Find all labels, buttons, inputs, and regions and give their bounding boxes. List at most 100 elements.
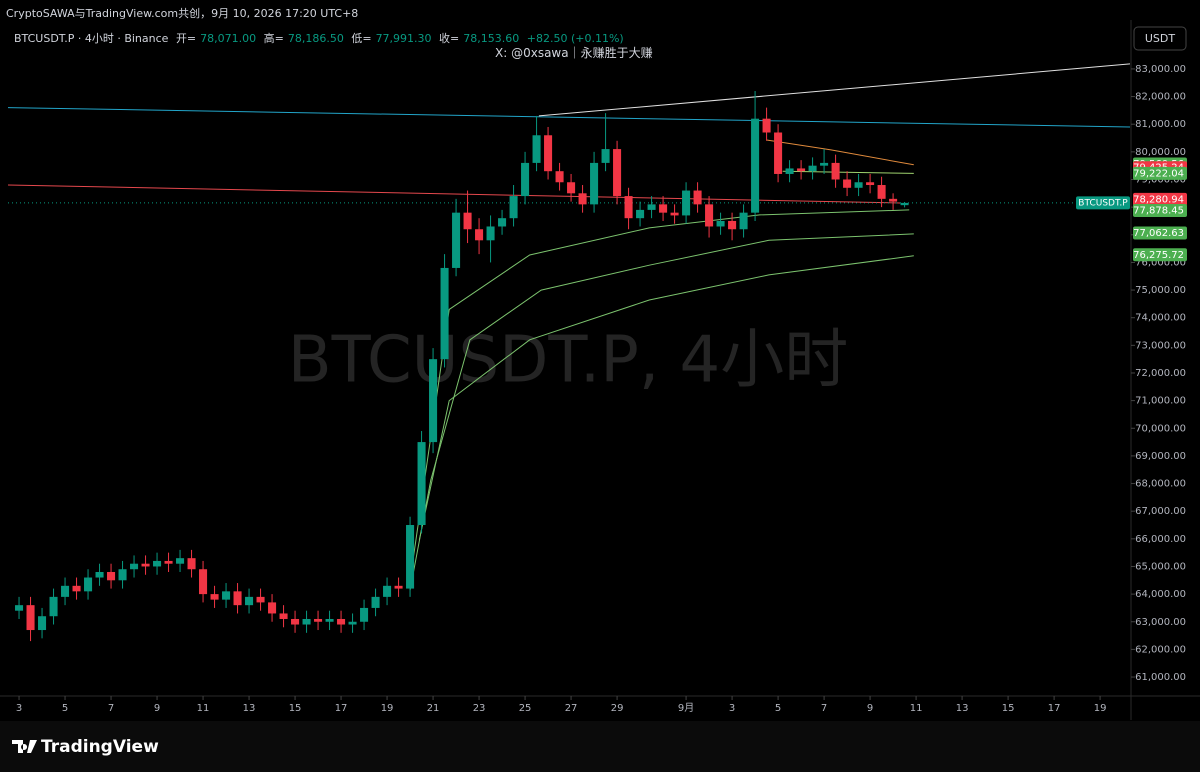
y-tick-label: 72,000.00 [1135, 368, 1186, 379]
x-tick-label: 17 [1048, 703, 1061, 714]
candle-body [831, 162, 840, 180]
x-tick-label: 17 [335, 703, 348, 714]
x-tick-label: 29 [611, 703, 624, 714]
currency-label[interactable]: USDT [1145, 32, 1176, 45]
candle-body [866, 182, 875, 186]
y-tick-label: 73,000.00 [1135, 340, 1186, 351]
x-tick-label: 9 [154, 703, 160, 714]
y-tick-label: 62,000.00 [1135, 644, 1186, 655]
current-price-tag [1076, 196, 1130, 210]
price-tag-label: 77,062.63 [1133, 228, 1184, 239]
y-tick-label: 67,000.00 [1135, 506, 1186, 517]
candle-body [452, 212, 461, 268]
candle-body [153, 560, 162, 567]
price-tag-label: 79,222.04 [1133, 168, 1184, 179]
x-tick-label: 27 [565, 703, 578, 714]
y-tick-label: 83,000.00 [1135, 64, 1186, 75]
candle-body [95, 571, 104, 578]
candle-body [141, 563, 150, 567]
candle-body [532, 135, 541, 163]
y-tick-label: 76,000.00 [1135, 257, 1186, 268]
candle-body [728, 220, 737, 230]
top-line: CryptoSAWA与TradingView.com共创，9月 10, 2026… [6, 7, 359, 20]
overlay-line [7, 107, 1131, 128]
x-tick-label: 13 [956, 703, 969, 714]
y-tick-label: 71,000.00 [1135, 396, 1186, 407]
candle-body [210, 594, 219, 600]
candle-body [268, 602, 277, 614]
candle-body [877, 185, 886, 199]
x-tick-label: 11 [197, 703, 210, 714]
y-tick-label: 81,000.00 [1135, 119, 1186, 130]
candle-body [383, 585, 392, 597]
candle-body [498, 218, 507, 227]
x-tick-label: 19 [1094, 703, 1107, 714]
watermark: BTCUSDT.P, 4小时 [288, 324, 849, 398]
candle-body [636, 209, 645, 219]
currency-button[interactable] [1133, 26, 1187, 51]
y-tick-label: 69,000.00 [1135, 451, 1186, 462]
candle-body [440, 267, 449, 360]
overlay-line [538, 63, 1131, 117]
candle-body [429, 359, 438, 443]
price-tag [1133, 192, 1187, 206]
ohlc-value: 78,071.00 [200, 32, 257, 45]
ohlc-value: 78,153.60 [463, 32, 520, 45]
x-tick-label: 21 [427, 703, 440, 714]
y-tick-label: 80,000.00 [1135, 147, 1186, 158]
price-tag-label: 77,878.45 [1133, 205, 1184, 216]
y-tick-label: 63,000.00 [1135, 617, 1186, 628]
x-tick-label: 23 [473, 703, 486, 714]
candle-body [854, 182, 863, 188]
candle-body [314, 618, 323, 622]
candle-body [578, 193, 587, 205]
candle-body [624, 196, 633, 219]
y-tick-label: 79,000.00 [1135, 174, 1186, 185]
x-tick-label: 7 [108, 703, 114, 714]
candle-body [555, 171, 564, 183]
candle-body [647, 204, 656, 210]
candle-body [118, 569, 127, 581]
candle-body [900, 202, 909, 206]
overlay-line [409, 233, 914, 591]
candle-body [682, 190, 691, 216]
x-tick-label: 3 [16, 703, 22, 714]
candle-body [337, 618, 346, 625]
x-tick-label: 9月 [678, 702, 694, 714]
x-tick-label: 15 [1002, 703, 1015, 714]
x-tick-label: 11 [910, 703, 923, 714]
y-tick-label: 70,000.00 [1135, 423, 1186, 434]
symbol: BTCUSDT.P · 4小时 · Binance [14, 32, 169, 45]
x-tick-label: 9 [867, 703, 873, 714]
candle-body [84, 577, 93, 592]
candle-body [394, 585, 403, 589]
candle-body [199, 569, 208, 595]
footer [0, 721, 1200, 772]
candle-body [245, 596, 254, 606]
candle-body [889, 198, 898, 202]
annotation: X: @0xsawa｜永赚胜于大赚 [495, 46, 653, 60]
candle-body [590, 162, 599, 205]
candle-body [475, 229, 484, 241]
candle-body [486, 226, 495, 241]
ohlc-key: 低= [351, 32, 372, 45]
x-tick-label: 13 [243, 703, 256, 714]
candle-body [406, 525, 415, 589]
candle-body [61, 585, 70, 597]
price-tag [1133, 226, 1187, 240]
candle-body [164, 560, 173, 564]
candle-body [49, 596, 58, 617]
x-tick-label: 7 [821, 703, 827, 714]
candle-body [716, 220, 725, 227]
candle-body [233, 591, 242, 606]
x-tick-label: 5 [62, 703, 68, 714]
ohlc-value: 77,991.30 [375, 32, 432, 45]
candle-body [670, 212, 679, 216]
candle-body [751, 118, 760, 213]
ohlc-key: 开= [175, 32, 197, 45]
candle-body [222, 591, 231, 600]
y-tick-label: 68,000.00 [1135, 479, 1186, 490]
